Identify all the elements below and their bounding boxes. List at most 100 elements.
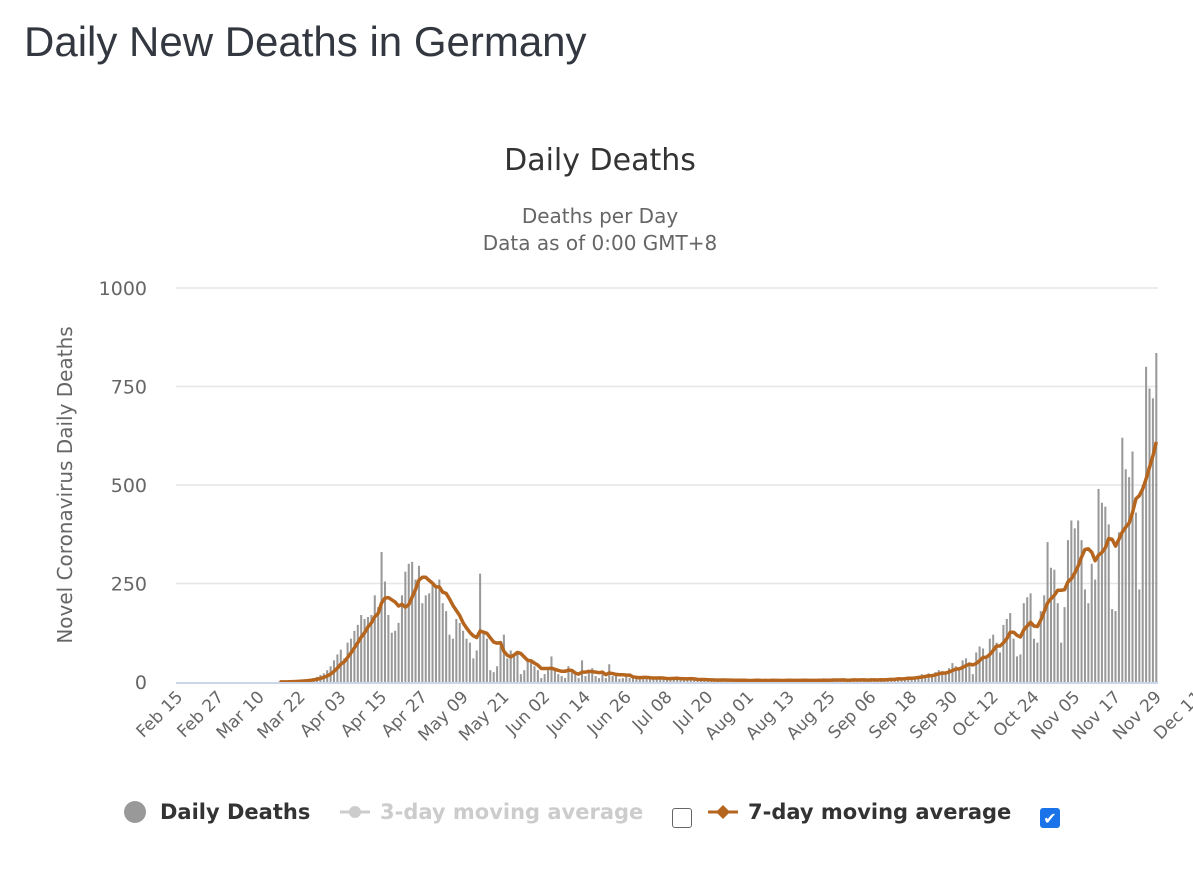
daily-deaths-bar[interactable]	[1111, 609, 1114, 682]
daily-deaths-bar[interactable]	[1107, 524, 1110, 682]
daily-deaths-bar[interactable]	[958, 670, 961, 682]
daily-deaths-bar[interactable]	[516, 654, 519, 682]
daily-deaths-bar[interactable]	[604, 678, 607, 682]
daily-deaths-bar[interactable]	[1151, 398, 1154, 682]
daily-deaths-bar[interactable]	[985, 658, 988, 682]
daily-deaths-bar[interactable]	[560, 676, 563, 682]
daily-deaths-bar[interactable]	[652, 679, 655, 682]
daily-deaths-bar[interactable]	[632, 677, 635, 682]
daily-deaths-bar[interactable]	[366, 616, 369, 682]
daily-deaths-bar[interactable]	[587, 672, 590, 682]
daily-deaths-bar[interactable]	[601, 674, 604, 682]
daily-deaths-bar[interactable]	[533, 666, 536, 682]
daily-deaths-bar[interactable]	[594, 676, 597, 682]
daily-deaths-bar[interactable]	[635, 678, 638, 682]
daily-deaths-bar[interactable]	[567, 666, 570, 682]
daily-deaths-bar[interactable]	[941, 670, 944, 682]
daily-deaths-bar[interactable]	[934, 672, 937, 682]
daily-deaths-bar[interactable]	[1060, 642, 1063, 682]
daily-deaths-bar[interactable]	[489, 670, 492, 682]
daily-deaths-bar[interactable]	[407, 563, 410, 682]
daily-deaths-bar[interactable]	[380, 551, 383, 682]
daily-deaths-bar[interactable]	[547, 670, 550, 682]
daily-deaths-bar[interactable]	[434, 587, 437, 682]
daily-deaths-bar[interactable]	[475, 650, 478, 682]
daily-deaths-bar[interactable]	[1070, 520, 1073, 682]
daily-deaths-bar[interactable]	[954, 666, 957, 682]
daily-deaths-bar[interactable]	[628, 678, 631, 682]
daily-deaths-bar[interactable]	[971, 674, 974, 682]
daily-deaths-bar[interactable]	[363, 618, 366, 682]
daily-deaths-bar[interactable]	[995, 642, 998, 682]
daily-deaths-bar[interactable]	[1155, 353, 1158, 682]
daily-deaths-bar[interactable]	[584, 676, 587, 682]
daily-deaths-bar[interactable]	[451, 638, 454, 682]
daily-deaths-bar[interactable]	[1083, 589, 1086, 682]
daily-deaths-bar[interactable]	[1100, 502, 1103, 682]
daily-deaths-bar[interactable]	[438, 579, 441, 682]
daily-deaths-bar[interactable]	[492, 672, 495, 682]
daily-deaths-bar[interactable]	[662, 678, 665, 682]
3-day-average-checkbox[interactable]	[672, 808, 692, 828]
daily-deaths-bar[interactable]	[1104, 506, 1107, 682]
daily-deaths-bar[interactable]	[1145, 366, 1148, 682]
daily-deaths-bar[interactable]	[1134, 512, 1137, 682]
daily-deaths-bar[interactable]	[404, 571, 407, 682]
daily-deaths-bar[interactable]	[1015, 656, 1019, 682]
daily-deaths-bar[interactable]	[509, 650, 512, 682]
daily-deaths-bar[interactable]	[506, 658, 509, 682]
daily-deaths-bar[interactable]	[648, 678, 652, 682]
daily-deaths-bar[interactable]	[665, 679, 669, 682]
daily-deaths-bar[interactable]	[445, 611, 448, 682]
daily-deaths-bar[interactable]	[598, 678, 601, 682]
daily-deaths-bar[interactable]	[1066, 540, 1069, 682]
daily-deaths-bar[interactable]	[577, 678, 580, 682]
daily-deaths-bar[interactable]	[455, 618, 458, 682]
daily-deaths-bar[interactable]	[353, 630, 356, 682]
daily-deaths-bar[interactable]	[519, 674, 522, 682]
daily-deaths-bar[interactable]	[1124, 469, 1127, 682]
daily-deaths-bar[interactable]	[343, 658, 346, 682]
daily-deaths-bar[interactable]	[400, 595, 403, 682]
daily-deaths-bar[interactable]	[468, 642, 471, 682]
daily-deaths-bar[interactable]	[900, 679, 903, 682]
daily-deaths-bar[interactable]	[924, 674, 927, 682]
daily-deaths-bar[interactable]	[1077, 520, 1080, 682]
daily-deaths-bar[interactable]	[377, 607, 380, 682]
daily-deaths-bar[interactable]	[1114, 611, 1117, 682]
daily-deaths-bar[interactable]	[676, 678, 679, 682]
daily-deaths-bar[interactable]	[499, 646, 502, 682]
daily-deaths-bar[interactable]	[1012, 638, 1015, 682]
daily-deaths-bar[interactable]	[349, 638, 353, 682]
daily-deaths-bar[interactable]	[431, 583, 434, 683]
daily-deaths-bar[interactable]	[1026, 597, 1029, 682]
daily-deaths-bar[interactable]	[968, 662, 971, 682]
daily-deaths-bar[interactable]	[965, 658, 968, 682]
legend-item-daily-deaths[interactable]: Daily Deaths	[124, 800, 310, 824]
daily-deaths-bar[interactable]	[458, 622, 461, 682]
daily-deaths-bar[interactable]	[693, 679, 696, 682]
daily-deaths-bar[interactable]	[462, 630, 465, 682]
daily-deaths-bar[interactable]	[1019, 654, 1022, 682]
daily-deaths-bar[interactable]	[526, 658, 529, 682]
daily-deaths-bar[interactable]	[1022, 603, 1025, 682]
daily-deaths-bar[interactable]	[659, 678, 662, 682]
daily-deaths-bar[interactable]	[448, 634, 451, 682]
daily-deaths-bar[interactable]	[1029, 593, 1032, 682]
daily-deaths-bar[interactable]	[910, 678, 913, 682]
daily-deaths-bar[interactable]	[679, 680, 682, 682]
daily-deaths-bar[interactable]	[1141, 485, 1144, 682]
daily-deaths-bar[interactable]	[370, 615, 373, 682]
daily-deaths-bar[interactable]	[397, 622, 400, 682]
daily-deaths-bar[interactable]	[428, 593, 431, 682]
daily-deaths-bar[interactable]	[564, 678, 567, 682]
daily-deaths-bar[interactable]	[638, 677, 641, 682]
daily-deaths-bar[interactable]	[1087, 603, 1090, 682]
daily-deaths-bar[interactable]	[1002, 624, 1005, 682]
daily-deaths-bar[interactable]	[356, 624, 359, 682]
daily-deaths-bar[interactable]	[394, 630, 397, 682]
daily-deaths-bar[interactable]	[944, 673, 947, 682]
daily-deaths-bar[interactable]	[948, 668, 951, 682]
daily-deaths-bar[interactable]	[1090, 563, 1093, 682]
daily-deaths-bar[interactable]	[931, 676, 934, 682]
